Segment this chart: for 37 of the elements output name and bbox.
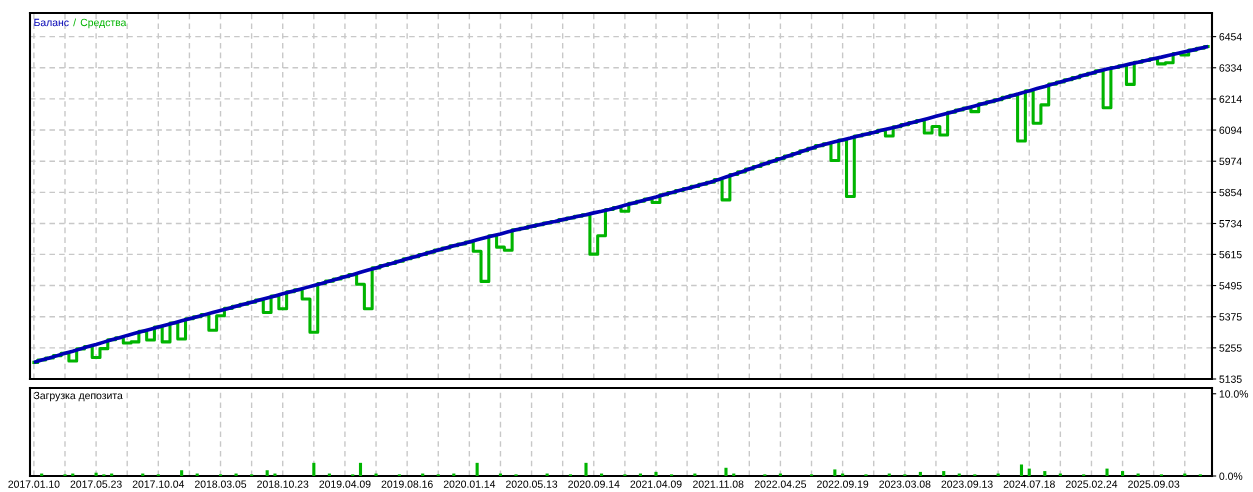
y-tick-label: 0.0% [1219, 472, 1243, 480]
y-tick-label: 6094 [1219, 126, 1242, 134]
x-tick-label: 2022.04.25 [754, 480, 807, 488]
y-tick-label: 10.0% [1219, 390, 1249, 398]
y-tick-label: 5854 [1219, 188, 1242, 197]
x-tick-label: 2019.08.16 [381, 480, 433, 488]
x-tick-label: 2023.03.08 [879, 480, 931, 488]
x-tick-label: 2025.09.03 [1128, 480, 1180, 488]
x-tick-label: 2025.02.24 [1065, 480, 1118, 488]
x-tick-label: 2019.04.09 [319, 480, 371, 488]
x-tick-label: 2018.10.23 [257, 480, 309, 488]
x-tick-label: 2020.09.14 [568, 480, 620, 488]
y-tick-label: 5135 [1219, 375, 1242, 383]
y-tick-label: 6454 [1219, 33, 1242, 41]
text: Средства [80, 18, 127, 29]
annotation: / [73, 18, 77, 27]
y-tick-label: 5974 [1219, 157, 1242, 166]
y-tick-label: 5734 [1219, 220, 1242, 228]
x-tick-label: 2022.09.19 [817, 480, 869, 488]
chart-title: Загрузка депозита [33, 391, 123, 402]
y-tick-label: 6334 [1219, 64, 1242, 72]
x-tick-label: 2024.07.18 [1003, 480, 1055, 488]
x-tick-label: 2020.01.14 [443, 480, 496, 488]
y-tick-label: 5255 [1219, 344, 1242, 352]
x-tick-label: 2017.10.04 [132, 480, 185, 488]
x-tick-label: 2021.11.08 [693, 480, 744, 488]
x-tick-label: 2017.05.23 [70, 480, 122, 488]
x-tick-label: 2020.05.13 [506, 480, 558, 488]
y-tick-label: 5495 [1219, 282, 1242, 290]
x-tick-label: 2017.01.10 [8, 480, 60, 488]
x-tick-label: 2018.03.05 [194, 480, 247, 488]
x-tick-label: 2021.04.09 [630, 480, 682, 488]
text: Баланс [34, 18, 69, 27]
y-tick-label: 5375 [1219, 313, 1242, 321]
y-tick-label: 5615 [1219, 250, 1242, 259]
x-tick-label: 2023.09.13 [941, 480, 993, 488]
y-tick-label: 6214 [1219, 95, 1242, 103]
